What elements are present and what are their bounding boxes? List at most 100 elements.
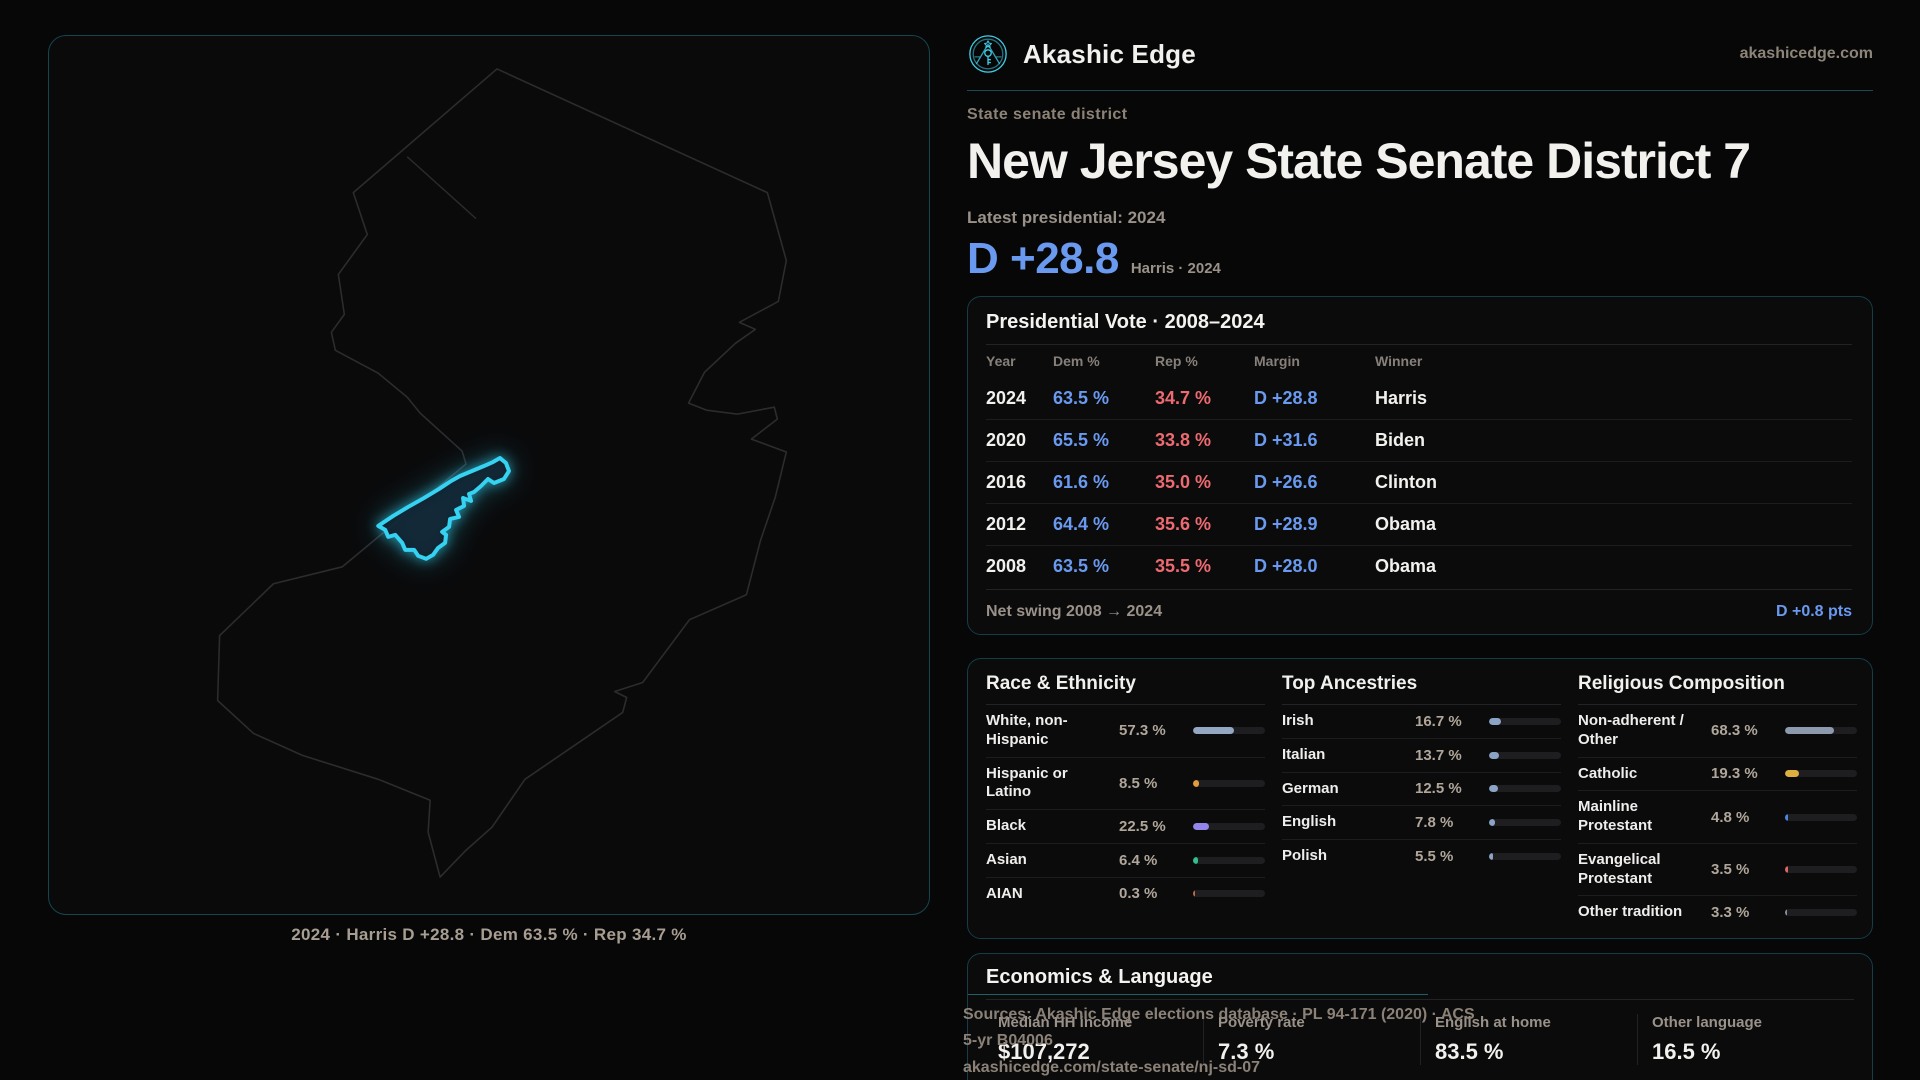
demo-value: 13.7 % [1415, 746, 1462, 764]
demo-bar-fill [1489, 717, 1502, 725]
demo-value: 57.3 % [1119, 722, 1166, 740]
headline-margin: D +28.8 Harris · 2024 [967, 234, 1221, 284]
religion-rows: Non-adherent / Other 68.3 % Catholic 19.3 %… [1578, 705, 1857, 929]
pres-col-header: Winner [1375, 353, 1423, 369]
demo-row: Italian 13.7 % [1282, 737, 1561, 772]
demo-bar-fill [1489, 819, 1495, 827]
demo-label: Italian [1282, 745, 1326, 763]
panel-title: Race & Ethnicity [986, 673, 1136, 694]
cell-rep: 35.5 % [1155, 556, 1212, 576]
cell-margin: D +28.8 [1254, 387, 1318, 408]
margin-value: D +28.8 [967, 234, 1119, 283]
sources-line: Sources: Akashic Edge elections database… [963, 1006, 1475, 1050]
economics-stat-label: Other language [1652, 1014, 1763, 1031]
demo-label: Other tradition [1578, 903, 1683, 921]
cell-rep: 33.8 % [1155, 430, 1212, 450]
cell-year: 2008 [986, 556, 1027, 576]
ancestry-rows: Irish 16.7 % Italian 13.7 % German 12.5 % Engl… [1282, 705, 1561, 873]
demo-bar-track [1193, 727, 1265, 735]
demographics-card: Race & Ethnicity White, non- Hispanic 57.… [967, 658, 1873, 939]
cell-dem: 64.4 % [1053, 514, 1110, 534]
cell-rep: 35.6 % [1155, 514, 1212, 534]
map-caption: 2024 · Harris D +28.8 · Dem 63.5 % · Rep… [291, 925, 687, 944]
demo-label: Asian [986, 850, 1027, 868]
divider [986, 999, 1854, 1000]
demo-bar-track [1489, 785, 1561, 793]
economics-stat: English at home 83.5 % [1420, 1014, 1637, 1065]
domain-link[interactable]: akashicedge.com [1739, 45, 1873, 62]
cell-margin: D +28.0 [1254, 556, 1318, 576]
demo-label: Evangelical Protestant [1578, 850, 1661, 887]
race-rows: White, non- Hispanic 57.3 % Hispanic or La… [986, 705, 1265, 910]
demo-bar-track [1193, 856, 1265, 864]
demo-bar-fill [1193, 822, 1210, 830]
econ-card-title: Economics & Language [986, 966, 1213, 988]
demographics-grid: Race & Ethnicity White, non- Hispanic 57.… [986, 673, 1857, 929]
economics-stat-label: English at home [1435, 1014, 1551, 1031]
demo-value: 5.5 % [1415, 847, 1454, 865]
religion-panel: Religious Composition Non-adherent / Oth… [1578, 673, 1857, 929]
demo-row: English 7.8 % [1282, 805, 1561, 839]
demo-bar-fill [1785, 909, 1788, 917]
cell-dem: 65.5 % [1053, 430, 1110, 450]
demo-row: Evangelical Protestant 3.5 % [1578, 842, 1857, 896]
demo-row: Other tradition 3.3 % [1578, 895, 1857, 929]
pres-card-title: Presidential Vote · 2008–2024 [986, 311, 1265, 333]
pres-col-header: Year [986, 353, 1016, 369]
cell-dem: 63.5 % [1053, 387, 1110, 408]
demo-bar-fill [1193, 856, 1198, 864]
demo-value: 22.5 % [1119, 817, 1166, 835]
demo-row: German 12.5 % [1282, 771, 1561, 806]
pres-col-header: Rep % [1155, 353, 1198, 369]
cell-year: 2024 [986, 387, 1027, 408]
pres-table-body: 2024 63.5 % 34.7 % D +28.8 Harris 2020 65.5 % 3… [986, 377, 1852, 587]
demo-label: Hispanic or Latino [986, 764, 1068, 801]
demo-value: 3.5 % [1711, 861, 1750, 878]
demo-row: Non-adherent / Other 68.3 % [1578, 705, 1857, 757]
economics-stat: Median HH income $107,272 [986, 1014, 1203, 1065]
ancestries-panel: Top Ancestries Irish 16.7 % Italian 13.7 % G… [1282, 673, 1561, 929]
pres-table-row: 2012 64.4 % 35.6 % D +28.9 Obama [986, 503, 1852, 545]
cell-margin: D +28.9 [1254, 514, 1318, 534]
pres-table-row: 2020 65.5 % 33.8 % D +31.6 Biden [986, 419, 1852, 461]
demo-label: Catholic [1578, 764, 1638, 782]
district-type-kicker: State senate district [967, 106, 1128, 123]
demo-bar-fill [1489, 751, 1499, 759]
demo-bar-fill [1785, 770, 1799, 778]
demo-bar-fill [1489, 852, 1493, 860]
demo-label: English [1282, 813, 1337, 831]
demo-value: 12.5 % [1415, 780, 1462, 798]
demo-bar-track [1785, 727, 1857, 735]
demo-row: Black 22.5 % [986, 809, 1265, 843]
demo-value: 0.3 % [1119, 885, 1158, 903]
demo-bar-track [1785, 770, 1857, 778]
demo-bar-track [1489, 819, 1561, 827]
economics-stats: Median HH income $107,272 Poverty rate 7.3 … [986, 1014, 1854, 1065]
cell-dem: 63.5 % [1053, 556, 1110, 576]
cell-dem: 61.6 % [1053, 472, 1110, 492]
demo-row: Polish 5.5 % [1282, 839, 1561, 873]
demo-value: 19.3 % [1711, 765, 1758, 783]
net-swing-label: Net swing 2008 → 2024 [986, 602, 1163, 620]
sources-url-link[interactable]: akashicedge.com/state-senate/nj-sd-07 [963, 1058, 1261, 1076]
demo-row: AIAN 0.3 % [986, 876, 1265, 911]
cell-margin: D +31.6 [1254, 430, 1318, 450]
cell-winner: Clinton [1375, 472, 1437, 492]
demo-label: Mainline Protestant [1578, 798, 1653, 834]
net-swing-row: Net swing 2008 → 2024 D +0.8 pts [986, 589, 1852, 633]
district-7-shape [376, 456, 511, 561]
economics-stat-label: Median HH income [998, 1014, 1133, 1031]
demo-bar-track [1489, 717, 1561, 725]
panel-title: Religious Composition [1578, 673, 1785, 694]
margin-note: Harris · 2024 [1130, 260, 1221, 277]
demo-value: 3.3 % [1711, 904, 1750, 922]
cell-winner: Harris [1375, 387, 1428, 408]
demo-bar-fill [1193, 779, 1200, 787]
economics-stat-value: 83.5 % [1435, 1039, 1504, 1064]
demo-bar-fill [1193, 727, 1235, 735]
economics-stat: Poverty rate 7.3 % [1203, 1014, 1420, 1065]
demo-bar-fill [1785, 727, 1835, 735]
cell-year: 2012 [986, 514, 1027, 534]
accent-line [968, 994, 1428, 995]
panel-title: Top Ancestries [1282, 673, 1418, 694]
